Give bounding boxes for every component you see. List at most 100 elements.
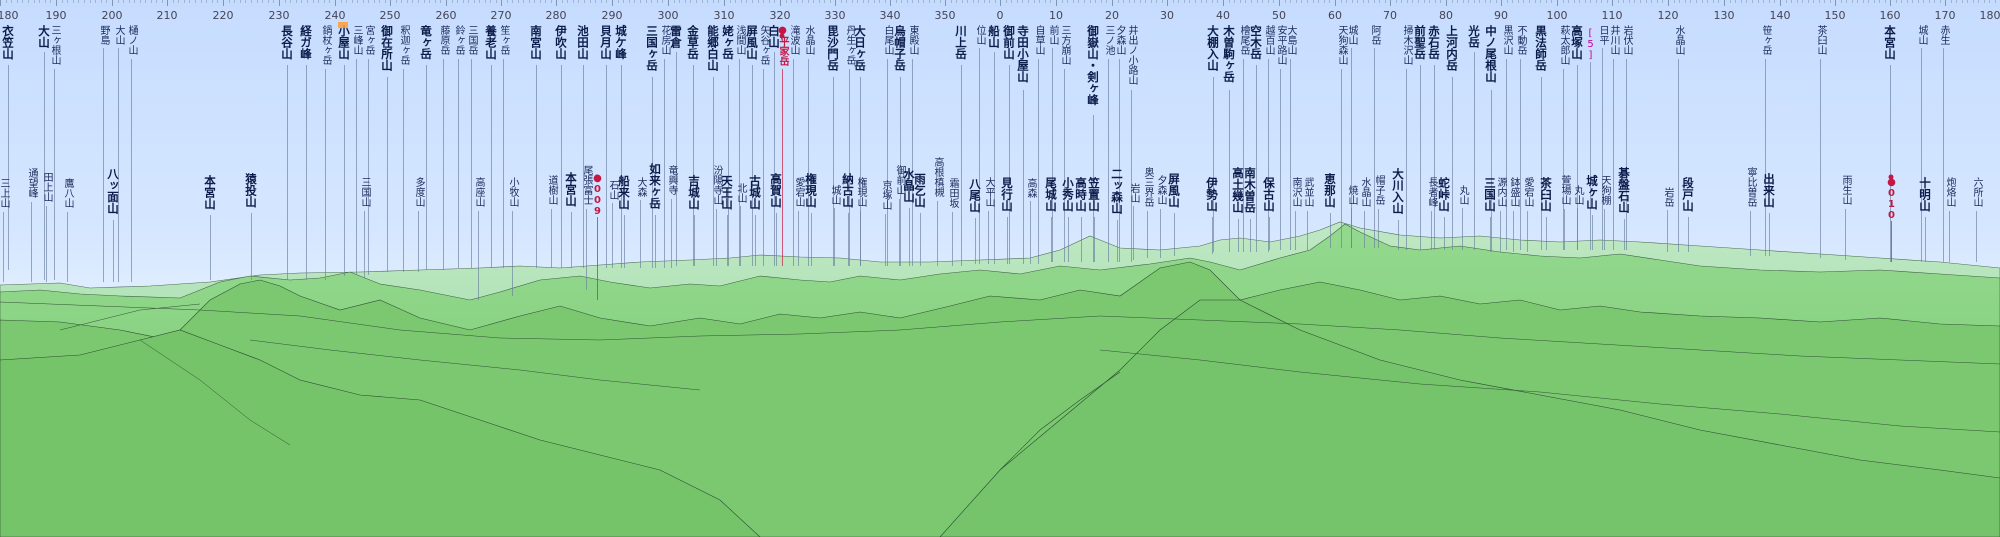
- peak-label[interactable]: 奥三界岳: [1142, 167, 1153, 207]
- peak-label[interactable]: 笙ヶ岳: [498, 25, 509, 55]
- peak-label[interactable]: 古城山: [748, 175, 762, 210]
- peak-label[interactable]: 大島山: [1285, 25, 1296, 55]
- peak-label[interactable]: 吉城山: [687, 175, 701, 210]
- peak-label[interactable]: 矢谷ヶ岳: [758, 25, 769, 65]
- peak-label[interactable]: 位山: [974, 25, 985, 45]
- peak-label[interactable]: 烏帽子岳: [893, 25, 907, 71]
- peak-label[interactable]: 貝月山: [599, 25, 613, 60]
- peak-label[interactable]: 不動岳: [1515, 25, 1526, 55]
- peak-label[interactable]: 大川入山: [1391, 168, 1405, 214]
- peak-label[interactable]: 帽子岳: [1373, 175, 1384, 205]
- peak-label[interactable]: 雷倉: [669, 25, 683, 48]
- peak-label[interactable]: 自草山: [1033, 25, 1044, 55]
- peak-label[interactable]: 長谷山: [280, 25, 294, 60]
- peak-label[interactable]: 三上山: [0, 178, 9, 208]
- peak-label[interactable]: 高塚山: [1570, 25, 1584, 60]
- peak-label[interactable]: 赤石岳: [1427, 25, 1441, 60]
- peak-label[interactable]: 萩太郎山: [1558, 25, 1569, 65]
- peak-label[interactable]: 岩伏山: [1621, 25, 1632, 55]
- peak-label[interactable]: 猿投山: [244, 173, 258, 208]
- peak-label[interactable]: 茶臼山: [1815, 25, 1826, 55]
- peak-label[interactable]: 野島: [98, 25, 109, 45]
- peak-label[interactable]: 見行山: [1000, 177, 1014, 212]
- peak-label[interactable]: 竜興寺: [666, 165, 677, 195]
- peak-label[interactable]: 木曽駒ヶ岳: [1222, 25, 1236, 83]
- peak-label[interactable]: 段戸山: [1681, 177, 1695, 212]
- peak-label[interactable]: 碁盤石山: [1617, 167, 1631, 213]
- peak-label[interactable]: 井川山: [1608, 25, 1619, 55]
- peak-label[interactable]: 衣笠山: [1, 25, 15, 60]
- peak-label[interactable]: 南木曽岳: [1243, 167, 1257, 213]
- peak-label[interactable]: 愛宕山: [793, 177, 804, 207]
- peak-label[interactable]: 阿岳: [1369, 25, 1380, 45]
- peak-label[interactable]: 船来山: [617, 175, 631, 210]
- peak-label[interactable]: 納古山: [841, 173, 855, 208]
- peak-label[interactable]: 三国岳: [466, 25, 477, 55]
- peak-label[interactable]: 源内山: [1495, 177, 1506, 207]
- peak-label[interactable]: 川上岳: [954, 25, 968, 60]
- peak-label[interactable]: 安平路山: [1275, 25, 1286, 65]
- peak-label[interactable]: 竜ヶ岳: [419, 25, 433, 60]
- peak-label[interactable]: 愛宕山: [1522, 177, 1533, 207]
- peak-label[interactable]: 三ノ池: [1103, 25, 1114, 55]
- peak-label[interactable]: 井出ノ小路山: [1126, 25, 1137, 85]
- peak-label[interactable]: 屏風山: [745, 25, 759, 60]
- peak-label[interactable]: 笹ヶ岳: [1760, 25, 1771, 55]
- peak-label[interactable]: 南沢山: [1290, 177, 1301, 207]
- peak-label[interactable]: 汾陽寺山: [711, 165, 722, 205]
- peak-label[interactable]: 田上山: [41, 172, 52, 202]
- peak-label[interactable]: 多度山: [413, 177, 424, 207]
- peak-label[interactable]: ●平家岳: [777, 25, 788, 66]
- peak-label[interactable]: ●009: [592, 173, 603, 217]
- peak-label[interactable]: 北山: [735, 183, 746, 203]
- peak-label[interactable]: 本宮山: [1883, 25, 1897, 60]
- peak-label[interactable]: 宮ヶ岳: [363, 25, 374, 55]
- peak-label[interactable]: 花房山: [659, 25, 670, 55]
- peak-label[interactable]: 八ッ面山: [106, 168, 120, 214]
- peak-label[interactable]: 城ケ峰: [614, 25, 628, 60]
- peak-label[interactable]: 城山: [1346, 25, 1357, 45]
- peak-label[interactable]: 藤原岳: [438, 25, 449, 55]
- peak-label[interactable]: 三国山: [359, 177, 370, 207]
- peak-label[interactable]: 如来ヶ岳: [648, 163, 662, 209]
- peak-label[interactable]: 高座山: [473, 177, 484, 207]
- peak-label[interactable]: 茶臼山: [1539, 177, 1553, 212]
- peak-label[interactable]: 本宮山: [564, 172, 578, 207]
- peak-label[interactable]: 出来山: [1762, 173, 1776, 208]
- peak-label[interactable]: 上河内岳: [1445, 25, 1459, 71]
- peak-label[interactable]: 天狗棚: [1599, 175, 1610, 205]
- peak-label[interactable]: 毘沙門岳: [826, 25, 840, 71]
- peak-label[interactable]: 長者峰: [1426, 177, 1437, 207]
- peak-label[interactable]: 大森: [635, 177, 646, 197]
- peak-label[interactable]: 水晶山: [902, 168, 916, 203]
- peak-label[interactable]: 夕森山: [1155, 175, 1166, 205]
- peak-label[interactable]: ●010: [1886, 177, 1897, 221]
- peak-label[interactable]: 水晶山: [1673, 25, 1684, 55]
- peak-label[interactable]: 丹生ヶ岳: [844, 25, 855, 65]
- peak-label[interactable]: 日平: [1597, 25, 1608, 45]
- peak-label[interactable]: 丸山: [1572, 185, 1583, 205]
- peak-label[interactable]: 笠置山: [1087, 177, 1101, 212]
- peak-label[interactable]: 通望峰: [26, 168, 37, 198]
- peak-label[interactable]: 鷹八山: [62, 178, 73, 208]
- peak-label[interactable]: 萱場山: [1559, 175, 1570, 205]
- peak-label[interactable]: 天狗森山: [1336, 25, 1347, 65]
- peak-label[interactable]: 経ガ峰: [299, 25, 313, 60]
- peak-label[interactable]: 城山: [1916, 25, 1927, 45]
- peak-label[interactable]: 道樹山: [546, 175, 557, 205]
- peak-label[interactable]: 船山: [987, 25, 1001, 48]
- peak-label[interactable]: 寺田小屋山: [1016, 25, 1030, 83]
- peak-label[interactable]: 霜田坂: [947, 178, 958, 208]
- peak-label[interactable]: 姥ヶ岳: [721, 25, 735, 60]
- peak-label[interactable]: 炮烙山: [1944, 177, 1955, 207]
- peak-label[interactable]: 三方崩山: [1059, 25, 1070, 65]
- peak-label[interactable]: 高賀山: [769, 173, 783, 208]
- peak-label[interactable]: 三ヶ根山: [49, 25, 60, 65]
- peak-label[interactable]: 釈迦ヶ岳: [398, 25, 409, 65]
- peak-label[interactable]: 権現山: [804, 173, 818, 208]
- peak-label[interactable]: 高時山: [1074, 177, 1088, 212]
- peak-label[interactable]: 白尾山: [882, 25, 893, 55]
- peak-label[interactable]: 京塚山: [880, 180, 891, 210]
- peak-label[interactable]: 御前山: [1002, 25, 1016, 60]
